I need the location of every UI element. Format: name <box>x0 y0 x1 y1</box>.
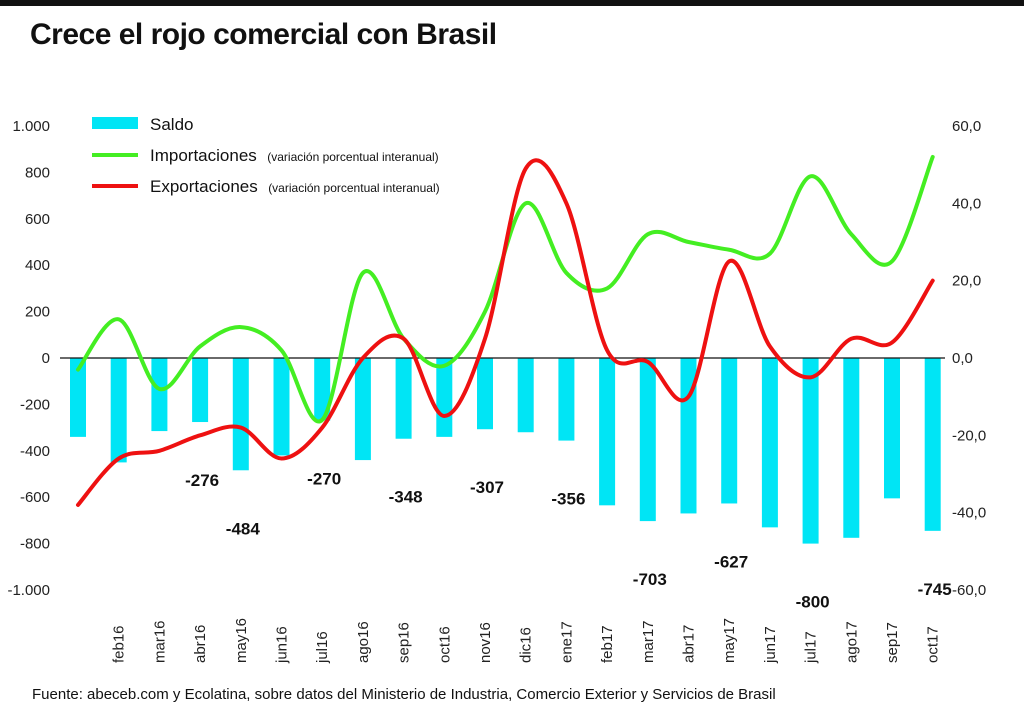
right-tick-label: 0,0 <box>952 350 973 367</box>
right-axis-ticks: 60,0 40,0 20,0 0,0 -20,0 -40,0 -60,0 <box>952 118 986 599</box>
source-note: Fuente: abeceb.com y Ecolatina, sobre da… <box>32 686 776 703</box>
x-tick-label: feb16 <box>111 625 128 663</box>
x-tick-label: jul16 <box>314 631 331 664</box>
left-tick-label: -200 <box>20 396 50 413</box>
x-tick-label: oct17 <box>925 626 942 663</box>
left-axis-ticks: 1.000 800 600 400 200 0 -200 -400 -600 -800 -1.000 <box>7 118 50 599</box>
saldo-data-label: -270 <box>307 470 341 489</box>
saldo-data-label: -745 <box>918 580 952 599</box>
x-tick-label: dic16 <box>518 627 535 663</box>
left-tick-label: 800 <box>25 164 50 181</box>
saldo-bar <box>477 358 493 430</box>
saldo-bar <box>436 358 453 437</box>
saldo-data-label: -627 <box>714 552 748 571</box>
x-tick-label: abr17 <box>681 625 698 663</box>
x-tick-label: sep16 <box>396 622 413 663</box>
data-labels: -276 -484 -270 -348 -307 -356 -703 -627 -800 -745 <box>185 470 952 612</box>
x-tick-label: may17 <box>721 618 738 663</box>
left-tick-label: 400 <box>25 257 50 274</box>
saldo-bar <box>232 358 249 471</box>
right-tick-label: -40,0 <box>952 505 986 522</box>
x-tick-label: mar16 <box>151 620 168 663</box>
saldo-bars <box>70 358 941 544</box>
x-tick-label: abr16 <box>192 625 209 663</box>
left-tick-label: -600 <box>20 489 50 506</box>
x-tick-label: jun17 <box>762 626 779 664</box>
x-tick-label: sep17 <box>884 622 901 663</box>
right-tick-label: 20,0 <box>952 273 981 290</box>
saldo-data-label: -484 <box>226 519 261 538</box>
left-tick-label: -400 <box>20 443 50 460</box>
series-lines <box>76 154 935 507</box>
left-tick-label: 600 <box>25 211 50 228</box>
chart: 1.000 800 600 400 200 0 -200 -400 -600 -800 -1.000… <box>7 115 986 664</box>
saldo-bar <box>273 358 290 456</box>
saldo-bar <box>70 358 86 437</box>
chart-title: Crece el rojo comercial con Brasil <box>30 18 497 51</box>
saldo-data-label: -348 <box>389 488 423 507</box>
legend-label-importaciones: Importaciones <box>150 146 257 165</box>
saldo-bar <box>599 358 616 506</box>
saldo-data-label: -800 <box>796 593 830 612</box>
x-tick-label: ago17 <box>843 621 860 663</box>
saldo-bar <box>517 358 534 433</box>
legend-label-exportaciones: Exportaciones <box>150 177 258 196</box>
saldo-data-label: -703 <box>633 570 667 589</box>
left-tick-label: 0 <box>42 350 50 367</box>
saldo-bar <box>680 358 697 514</box>
x-tick-label: may16 <box>233 618 250 663</box>
saldo-data-label: -356 <box>551 490 585 509</box>
saldo-bar <box>924 358 941 531</box>
saldo-data-label: -307 <box>470 478 504 497</box>
legend-entry-exportaciones: Exportaciones (variación porcentual inte… <box>150 177 440 196</box>
top-border <box>0 0 1024 6</box>
x-tick-label: oct16 <box>436 626 453 663</box>
saldo-bar <box>761 358 778 528</box>
legend-label-saldo: Saldo <box>150 115 193 134</box>
right-tick-label: -60,0 <box>952 582 986 599</box>
left-tick-label: -800 <box>20 536 50 553</box>
right-tick-label: -20,0 <box>952 427 986 444</box>
importaciones-line <box>76 154 935 424</box>
legend-note-exportaciones: (variación porcentual interanual) <box>268 181 439 195</box>
saldo-bar <box>354 358 371 461</box>
x-tick-label: feb17 <box>599 625 616 663</box>
saldo-bar <box>395 358 412 439</box>
x-tick-label: ene17 <box>558 621 575 663</box>
x-tick-label: ago16 <box>355 621 372 663</box>
saldo-bar <box>110 358 127 463</box>
saldo-bar <box>721 358 738 504</box>
legend-note-importaciones: (variación porcentual interanual) <box>267 150 438 164</box>
left-tick-label: 200 <box>25 304 50 321</box>
right-tick-label: 60,0 <box>952 118 981 135</box>
exportaciones-line <box>76 158 935 507</box>
left-tick-label: -1.000 <box>7 582 50 599</box>
legend-entry-importaciones: Importaciones (variación porcentual inte… <box>150 146 439 165</box>
x-tick-label: nov16 <box>477 622 494 663</box>
x-tick-label: jul17 <box>803 631 820 664</box>
x-axis-ticks: feb16 mar16 abr16 may16 jun16 jul16 ago16 sep16… <box>111 618 942 664</box>
saldo-bar <box>802 358 819 544</box>
saldo-bar <box>192 358 209 423</box>
saldo-bar <box>314 358 331 421</box>
x-tick-label: mar17 <box>640 620 657 663</box>
saldo-bar <box>151 358 168 432</box>
saldo-bar <box>843 358 860 538</box>
saldo-bar <box>558 358 575 441</box>
saldo-bar <box>639 358 656 522</box>
x-tick-label: jun16 <box>274 626 291 664</box>
right-tick-label: 40,0 <box>952 195 981 212</box>
left-tick-label: 1.000 <box>12 118 50 135</box>
saldo-data-label: -276 <box>185 471 219 490</box>
legend: Saldo Importaciones (variación porcentua… <box>92 115 440 196</box>
legend-swatch-saldo <box>92 117 138 129</box>
saldo-bar <box>884 358 900 499</box>
